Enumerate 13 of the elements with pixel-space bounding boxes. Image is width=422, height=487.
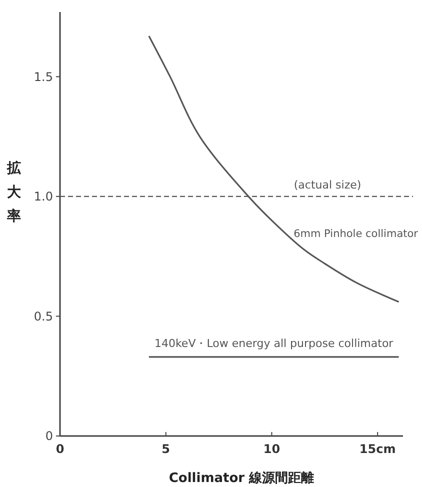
- x-tick-label: 0: [56, 442, 64, 456]
- x-tick-label: 10: [263, 442, 280, 456]
- y-tick-label: 1.5: [34, 70, 53, 84]
- series-label: 6mm Pinhole collimator: [294, 228, 419, 240]
- x-axis-title: Collimator 線源間距離: [168, 471, 314, 486]
- series-label: 140keV・Low energy all purpose collimator: [154, 336, 394, 350]
- x-tick-label: 5: [162, 442, 170, 456]
- y-tick-label: 0: [45, 429, 53, 444]
- y-axis-title: 拡大率: [6, 159, 22, 224]
- ref-line-label: (actual size): [294, 178, 362, 192]
- y-tick-label: 1.0: [34, 190, 53, 204]
- y-tick-label: 0.5: [34, 309, 53, 324]
- x-tick-label: 15cm: [359, 442, 396, 456]
